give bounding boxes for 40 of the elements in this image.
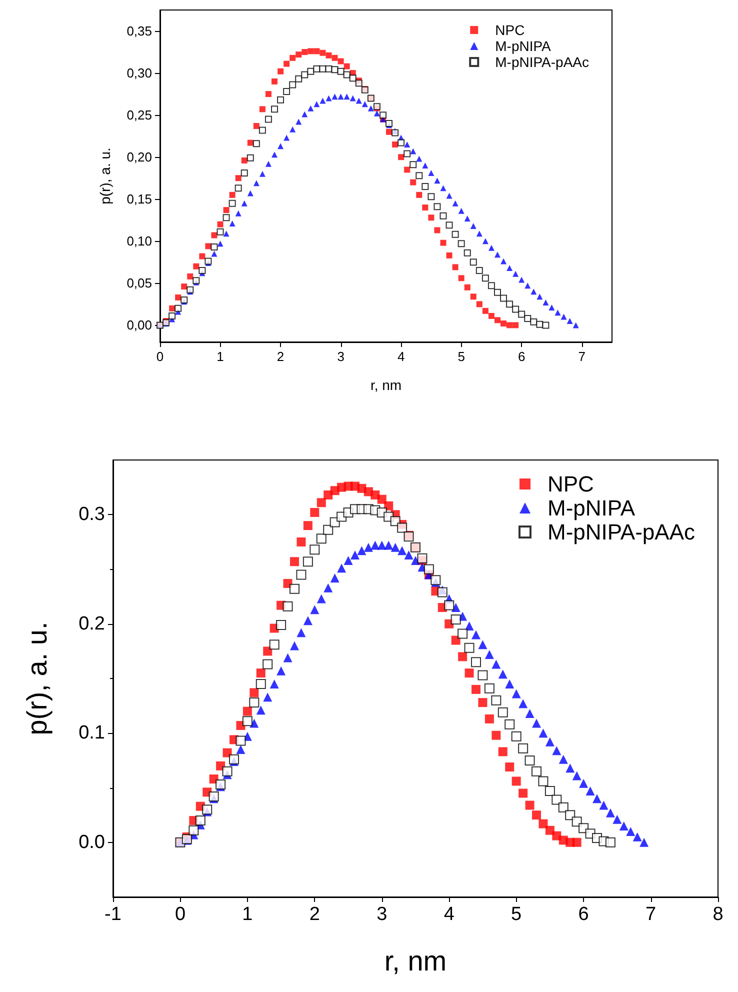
y-tick-label: 0.0 bbox=[78, 832, 105, 853]
y-tick-label: 0,10 bbox=[126, 234, 152, 249]
y-axis-title: p(r), a. u. bbox=[22, 622, 52, 736]
y-axis-title: p(r), a. u. bbox=[97, 148, 113, 204]
x-tick-label: 8 bbox=[712, 904, 724, 925]
x-tick-label: 6 bbox=[578, 904, 589, 925]
x-axis-title: r, nm bbox=[370, 377, 402, 393]
y-tick-label: 0,20 bbox=[126, 150, 152, 165]
x-tick-label: 5 bbox=[458, 349, 465, 364]
legend-label: M-pNIPA bbox=[495, 38, 552, 54]
x-tick-label: 1 bbox=[242, 904, 253, 925]
legend-label: NPC bbox=[495, 22, 525, 38]
legend-label: M-pNIPA-pAAc bbox=[547, 520, 696, 544]
x-tick-label: 0 bbox=[156, 349, 164, 364]
x-tick-label: 4 bbox=[444, 904, 455, 925]
y-tick-label: 0.2 bbox=[78, 613, 105, 634]
x-tick-label: 6 bbox=[518, 349, 526, 364]
x-tick-label: 3 bbox=[376, 904, 388, 925]
y-tick-label: 0,30 bbox=[126, 66, 152, 81]
x-axis-title: r, nm bbox=[384, 946, 447, 976]
x-tick-label: 1 bbox=[216, 349, 224, 364]
x-tick-label: 5 bbox=[511, 904, 522, 925]
y-tick-label: 0,15 bbox=[126, 192, 152, 207]
x-tick-label: 0 bbox=[174, 904, 186, 925]
legend-label: M-pNIPA-pAAc bbox=[495, 54, 590, 70]
y-tick-label: 0.3 bbox=[78, 504, 105, 526]
legend-label: NPC bbox=[547, 472, 594, 496]
x-tick-label: 7 bbox=[645, 904, 656, 925]
legend-label: M-pNIPA bbox=[547, 496, 636, 520]
y-tick-label: 0,35 bbox=[126, 24, 152, 39]
y-tick-label: 0,25 bbox=[126, 108, 152, 123]
x-tick-label: 2 bbox=[276, 349, 284, 364]
y-tick-label: 0.1 bbox=[78, 722, 105, 744]
x-tick-label: 7 bbox=[578, 349, 586, 364]
y-tick-label: 0,05 bbox=[126, 276, 152, 291]
x-tick-label: 4 bbox=[397, 349, 405, 364]
x-tick-label: 3 bbox=[337, 349, 344, 364]
y-tick-label: 0,00 bbox=[126, 318, 152, 333]
x-tick-label: -1 bbox=[104, 904, 122, 925]
x-tick-label: 2 bbox=[309, 904, 320, 925]
